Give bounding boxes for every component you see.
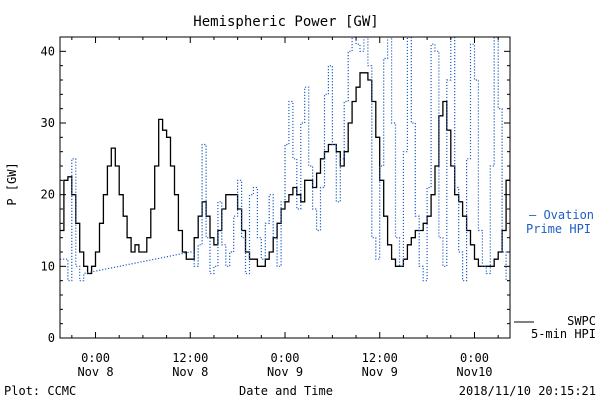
x-tick-date-label: Nov 9 <box>362 365 398 379</box>
series-layer <box>60 37 510 282</box>
series-swpc-hpi-line <box>60 72 510 275</box>
legend-swpc-line-2: 5-min HPI <box>531 327 596 341</box>
y-tick-label: 20 <box>41 188 55 202</box>
legend-ovation-prime: — Ovation Prime HPI <box>526 208 594 236</box>
y-tick-label: 30 <box>41 116 55 130</box>
legend-ovation-line-2: Prime HPI <box>526 222 591 236</box>
x-tick-date-label: Nov10 <box>456 365 492 379</box>
x-tick-time-label: 12:00 <box>362 351 398 365</box>
y-axis-label: P [GW] <box>5 162 19 205</box>
chart-title: Hemispheric Power [GW] <box>193 14 378 30</box>
plot-credit: Plot: CCMC <box>4 384 76 398</box>
x-tick-date-label: Nov 8 <box>77 365 113 379</box>
y-tick-label: 0 <box>48 331 55 345</box>
x-tick-date-label: Nov 8 <box>172 365 208 379</box>
x-tick-date-label: Nov 9 <box>267 365 303 379</box>
x-tick-time-label: 0:00 <box>271 351 300 365</box>
y-tick-label: 10 <box>41 259 55 273</box>
x-axis-label: Date and Time <box>239 384 333 398</box>
y-tick-label: 40 <box>41 44 55 58</box>
y-axis: 0 10 20 30 40 <box>41 44 510 345</box>
series-ovation-prime-hpi-line <box>60 37 510 282</box>
legend-ovation-line-1: — Ovation <box>529 208 594 222</box>
legend-swpc: SWPC 5-min HPI <box>514 314 596 341</box>
x-tick-time-label: 0:00 <box>460 351 489 365</box>
x-tick-time-label: 12:00 <box>172 351 208 365</box>
plot-timestamp: 2018/11/10 20:15:21 <box>459 384 596 398</box>
x-tick-time-label: 0:00 <box>81 351 110 365</box>
legend-swpc-line-1: SWPC <box>567 314 596 328</box>
